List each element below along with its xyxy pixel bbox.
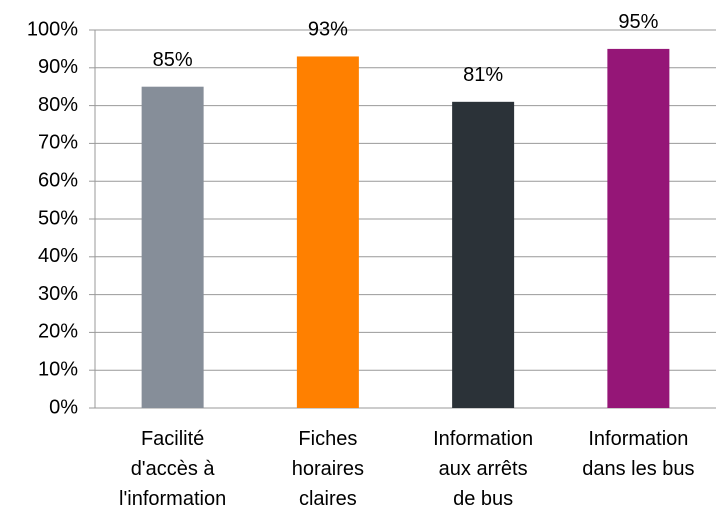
bar [296, 56, 359, 409]
x-tick-label: Information aux arrêts de bus [433, 428, 533, 510]
y-tick-label: 0% [49, 396, 78, 418]
value-label: 85% [153, 49, 193, 71]
y-tick-label: 80% [38, 94, 78, 116]
y-tick-label: 90% [38, 56, 78, 78]
y-tick-label: 10% [38, 358, 78, 380]
x-tick-label: Facilité d'accès à l'information [119, 428, 226, 510]
y-tick-label: 30% [38, 283, 78, 305]
y-tick-label: 70% [38, 132, 78, 154]
value-label: 95% [618, 11, 658, 33]
value-label: 93% [308, 19, 348, 41]
y-tick-label: 60% [38, 169, 78, 191]
y-tick-label: 20% [38, 321, 78, 343]
value-label: 81% [463, 64, 503, 86]
y-tick-label: 100% [27, 18, 78, 40]
bar [452, 101, 515, 408]
bar [607, 48, 670, 409]
y-tick-label: 50% [38, 207, 78, 229]
y-tick-label: 40% [38, 245, 78, 267]
x-tick-label: Information dans les bus [582, 428, 694, 480]
x-tick-label: Fiches horaires claires [292, 428, 364, 510]
bar [141, 86, 204, 408]
